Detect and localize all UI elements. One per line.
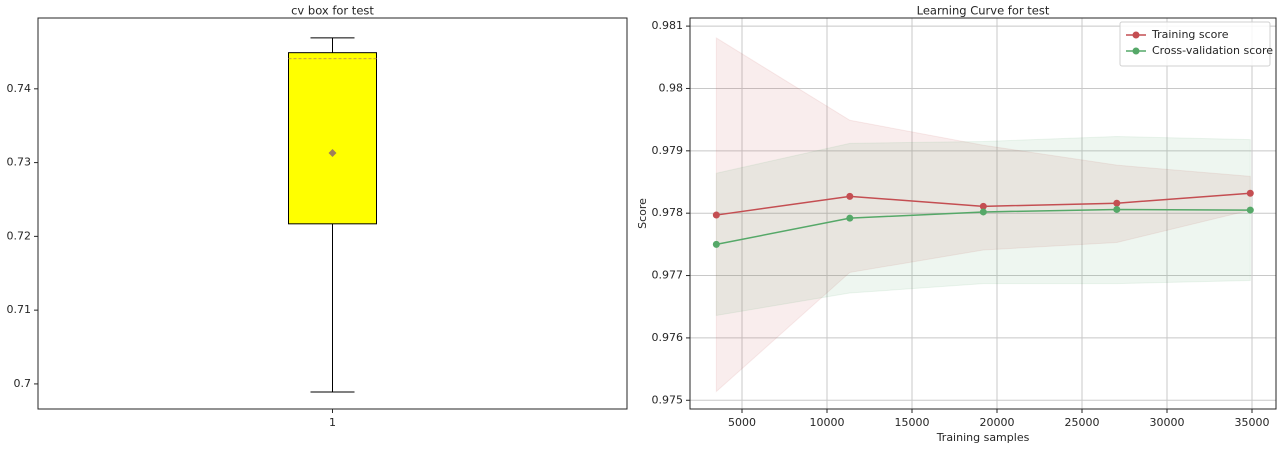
chart-title: cv box for test xyxy=(291,4,374,18)
box xyxy=(288,52,377,225)
y-tick-label: 0.7 xyxy=(14,377,32,390)
x-axis-label: Training samples xyxy=(936,431,1030,444)
x-tick-label: 35000 xyxy=(1234,416,1269,429)
y-tick-label: 0.975 xyxy=(652,393,684,406)
y-tick-label: 0.979 xyxy=(652,144,684,157)
y-tick-label: 0.73 xyxy=(7,156,32,169)
point xyxy=(1113,199,1121,207)
point xyxy=(712,240,720,248)
y-tick-label: 0.976 xyxy=(652,331,684,344)
legend-marker xyxy=(1132,31,1140,39)
y-axis-label: Score xyxy=(636,198,649,229)
x-tick-label: 5000 xyxy=(728,416,756,429)
chart-title: Learning Curve for test xyxy=(917,4,1050,18)
legend-label: Cross-validation score xyxy=(1152,44,1273,57)
x-tick-label: 30000 xyxy=(1149,416,1184,429)
y-tick-label: 0.977 xyxy=(652,269,684,282)
plot-frame xyxy=(689,17,1277,410)
y-tick-label: 0.978 xyxy=(652,206,684,219)
legend-box xyxy=(1119,21,1271,67)
mean-marker xyxy=(328,149,337,158)
y-tick-label: 0.74 xyxy=(7,82,32,95)
point xyxy=(1246,189,1254,197)
x-tick-label: 20000 xyxy=(979,416,1014,429)
x-tick-label: 15000 xyxy=(895,416,930,429)
y-tick-label: 0.71 xyxy=(7,303,32,316)
point xyxy=(846,214,854,222)
point xyxy=(979,202,987,210)
x-tick-label: 1 xyxy=(329,416,336,429)
legend-marker xyxy=(1132,47,1140,55)
y-tick-label: 0.981 xyxy=(652,19,684,32)
point xyxy=(1113,205,1121,213)
point xyxy=(712,211,720,219)
legend-label: Training score xyxy=(1151,28,1229,41)
point xyxy=(1246,206,1254,214)
y-tick-label: 0.72 xyxy=(7,229,32,242)
plot-frame xyxy=(37,17,628,410)
point xyxy=(979,208,987,216)
x-tick-label: 25000 xyxy=(1064,416,1099,429)
point xyxy=(846,192,854,200)
confidence-band xyxy=(715,135,1251,317)
x-tick-label: 10000 xyxy=(810,416,845,429)
y-tick-label: 0.98 xyxy=(659,81,684,94)
